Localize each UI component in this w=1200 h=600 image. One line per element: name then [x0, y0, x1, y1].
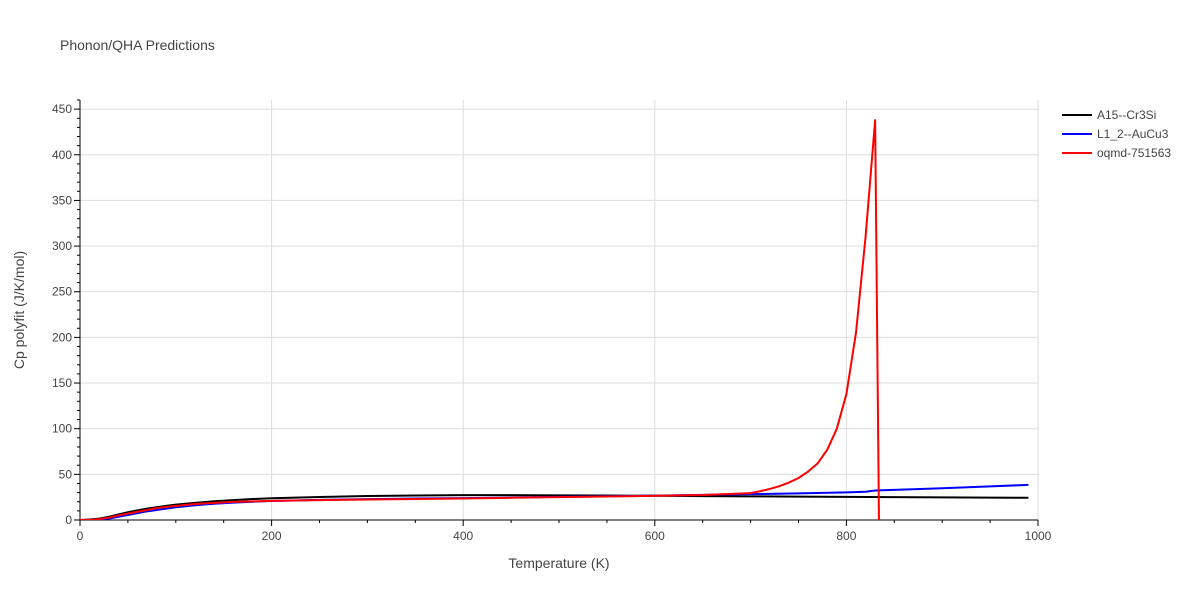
series-line-oqmd-751563: [80, 119, 880, 520]
x-tick-label: 200: [262, 529, 282, 543]
chart-title: Phonon/QHA Predictions: [60, 37, 215, 53]
y-tick-label: 200: [52, 330, 72, 344]
x-tick-label: 1000: [1025, 529, 1052, 543]
tick-label-layer: 0 200 400 600 800 1000 0 50 100 150 200 250 300 350 40…: [52, 102, 1052, 543]
legend-item-l1-2-aucu3[interactable]: L1_2--AuCu3: [1062, 127, 1169, 141]
y-tick-label: 100: [52, 422, 72, 436]
legend-label: A15--Cr3Si: [1097, 108, 1156, 122]
x-tick-label: 800: [836, 529, 856, 543]
x-tick-label: 600: [645, 529, 665, 543]
legend-label: L1_2--AuCu3: [1097, 127, 1169, 141]
y-tick-label: 0: [65, 513, 72, 527]
x-axis-title: Temperature (K): [508, 555, 609, 571]
x-tick-label: 0: [77, 529, 84, 543]
grid-layer: [80, 100, 1039, 520]
y-axis-title: Cp polyfit (J/K/mol): [11, 251, 27, 369]
y-tick-label: 400: [52, 148, 72, 162]
y-tick-label: 250: [52, 285, 72, 299]
y-tick-label: 300: [52, 239, 72, 253]
legend-item-oqmd-751563[interactable]: oqmd-751563: [1062, 146, 1171, 160]
legend-item-a15-cr3si[interactable]: A15--Cr3Si: [1062, 108, 1156, 122]
y-tick-label: 350: [52, 193, 72, 207]
legend: A15--Cr3Si L1_2--AuCu3 oqmd-751563: [1062, 108, 1171, 160]
series-layer: [80, 119, 1029, 520]
legend-label: oqmd-751563: [1097, 146, 1171, 160]
y-tick-label: 50: [59, 467, 73, 481]
series-line-a15-cr3si: [80, 494, 1029, 520]
x-tick-label: 400: [453, 529, 473, 543]
y-tick-label: 150: [52, 376, 72, 390]
y-tick-label: 450: [52, 102, 72, 116]
